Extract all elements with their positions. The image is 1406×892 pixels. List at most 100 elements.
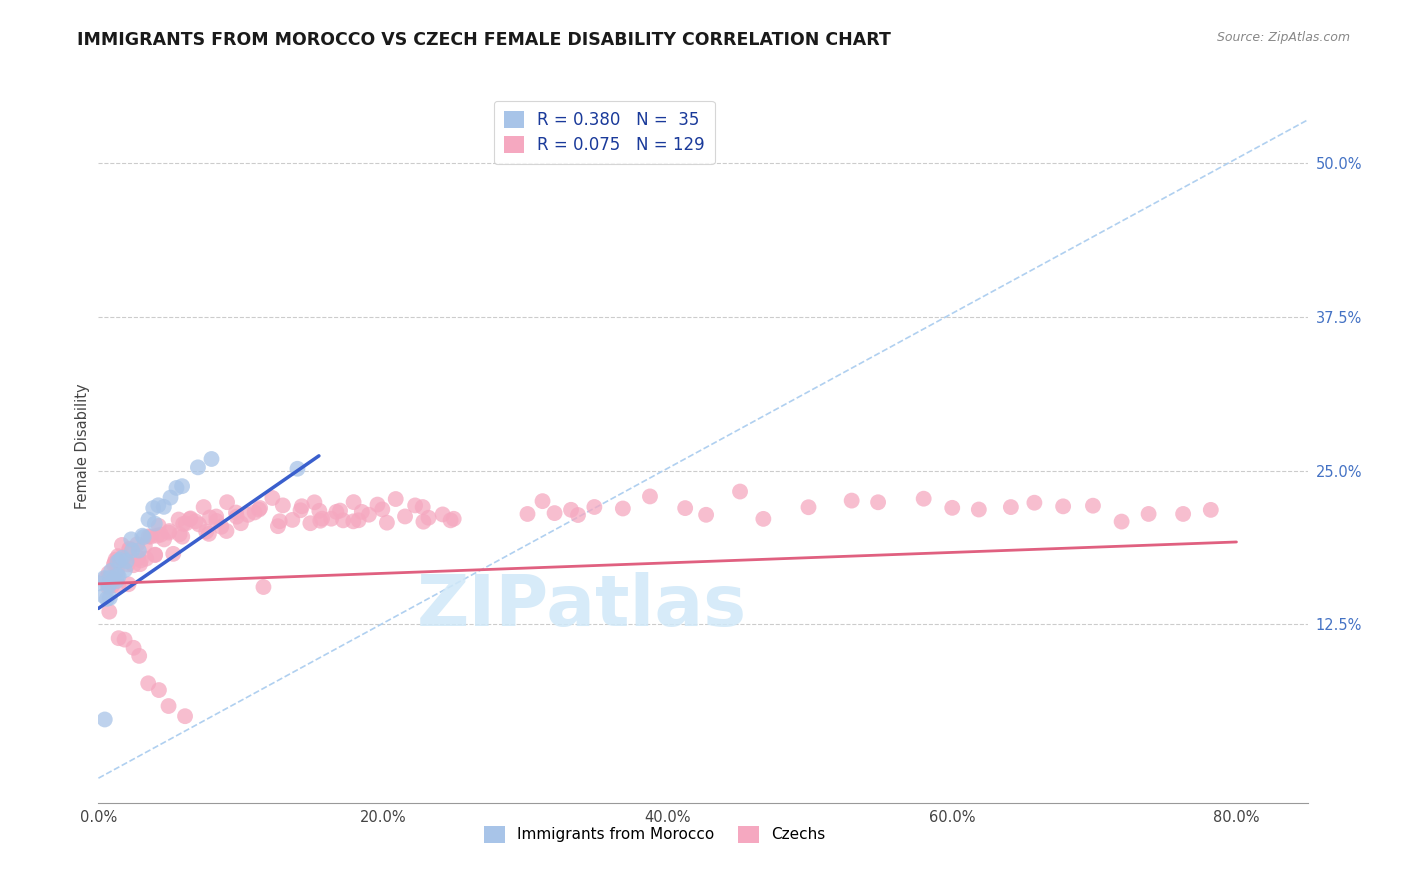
Point (107, 569, 129, 583)
Point (159, 491, 181, 505)
Point (209, 520, 232, 534)
Point (269, 514, 291, 528)
Point (117, 577, 139, 591)
Point (94, 713, 117, 727)
Point (97, 578, 120, 592)
Point (531, 494, 554, 508)
Point (249, 501, 271, 516)
Point (304, 495, 326, 509)
Point (215, 524, 238, 538)
Point (262, 491, 284, 505)
Point (432, 508, 454, 522)
Point (149, 527, 172, 541)
Point (187, 517, 209, 532)
Point (117, 558, 139, 572)
Point (153, 500, 176, 514)
Point (941, 500, 963, 515)
Point (105, 568, 128, 582)
Point (87, 576, 110, 591)
Point (143, 516, 166, 531)
Point (404, 499, 426, 513)
Point (342, 514, 364, 528)
Point (94, 572, 117, 586)
Point (172, 479, 194, 493)
Point (98, 571, 121, 585)
Point (128, 648, 150, 663)
Point (97, 577, 120, 591)
Point (543, 506, 565, 520)
Point (247, 502, 270, 516)
Point (127, 550, 149, 565)
Point (108, 553, 131, 567)
Point (516, 507, 538, 521)
Point (439, 513, 461, 527)
Point (184, 514, 207, 528)
Point (309, 514, 332, 528)
Legend: Immigrants from Morocco, Czechs: Immigrants from Morocco, Czechs (478, 820, 831, 848)
Point (132, 530, 155, 544)
Point (121, 543, 143, 558)
Point (128, 543, 150, 558)
Point (357, 508, 380, 522)
Point (139, 530, 162, 544)
Point (118, 541, 141, 556)
Point (332, 513, 354, 527)
Text: IMMIGRANTS FROM MOROCCO VS CZECH FEMALE DISABILITY CORRELATION CHART: IMMIGRANTS FROM MOROCCO VS CZECH FEMALE … (77, 31, 891, 49)
Point (967, 502, 990, 516)
Point (122, 558, 145, 573)
Point (107, 555, 129, 569)
Y-axis label: Female Disability: Female Disability (75, 384, 90, 508)
Point (96, 591, 118, 606)
Point (146, 529, 169, 543)
Point (193, 500, 215, 514)
Point (107, 549, 129, 563)
Point (321, 511, 343, 525)
Point (1024, 496, 1046, 510)
Point (103, 558, 125, 572)
Point (107, 579, 129, 593)
Point (311, 511, 333, 525)
Point (101, 578, 124, 592)
Point (225, 506, 247, 520)
Point (412, 515, 434, 529)
Point (200, 452, 222, 467)
Point (107, 631, 129, 645)
Point (100, 575, 122, 590)
Point (1081, 499, 1104, 513)
Point (93, 571, 115, 585)
Point (342, 495, 364, 509)
Point (169, 527, 191, 541)
Point (229, 516, 252, 531)
Point (166, 481, 188, 495)
Point (135, 551, 157, 566)
Point (752, 512, 775, 526)
Point (1137, 507, 1160, 521)
Point (412, 500, 434, 514)
Point (180, 511, 202, 525)
Point (1171, 507, 1194, 521)
Point (287, 462, 309, 476)
Point (148, 683, 170, 698)
Point (308, 504, 330, 518)
Point (841, 493, 863, 508)
Point (118, 542, 141, 557)
Point (174, 516, 197, 531)
Point (198, 526, 221, 541)
Point (366, 498, 388, 512)
Point (153, 533, 176, 547)
Point (104, 552, 127, 566)
Point (612, 501, 634, 516)
Point (225, 509, 247, 524)
Point (291, 500, 314, 514)
Point (127, 537, 149, 551)
Point (443, 512, 465, 526)
Point (1111, 515, 1133, 529)
Point (114, 563, 136, 577)
Point (205, 509, 228, 524)
Point (148, 519, 170, 533)
Point (98, 605, 121, 619)
Point (157, 525, 180, 540)
Point (912, 491, 935, 506)
Point (638, 490, 661, 504)
Text: Source: ZipAtlas.com: Source: ZipAtlas.com (1216, 31, 1350, 45)
